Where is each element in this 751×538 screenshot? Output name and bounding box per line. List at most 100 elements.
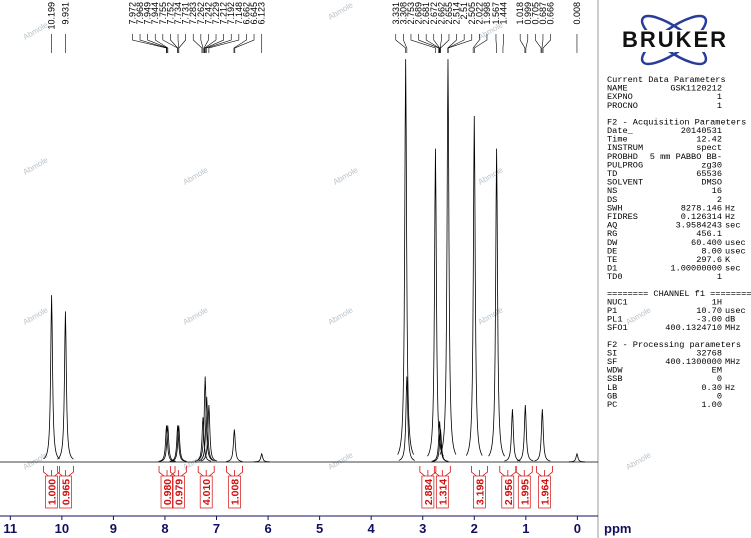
peak [253, 452, 270, 463]
param-unit: Hz [725, 203, 735, 213]
x-tick-label: 6 [264, 521, 271, 536]
integral-label: 0.979 [173, 479, 185, 505]
peak [488, 148, 505, 457]
peak-label-leader [541, 34, 544, 53]
peak-label: 7.192 [226, 2, 236, 25]
param-value: 0.126314 [681, 212, 722, 222]
param-name: DW [607, 238, 618, 248]
param-unit: Hz [725, 212, 735, 222]
peak-label-leader [204, 34, 217, 53]
peak [226, 429, 243, 462]
param-name: DS [607, 195, 617, 205]
peak-label-leader [192, 34, 203, 53]
param-name: SSB [607, 374, 622, 384]
peak-label-leader [525, 34, 529, 53]
x-tick-label: 7 [213, 521, 220, 536]
param-name: PROBHD [607, 152, 638, 162]
watermark: Abmole [625, 305, 653, 327]
section-title: F2 - Processing parameters [607, 340, 741, 350]
peak [200, 404, 217, 462]
watermark: Abmole [327, 0, 355, 22]
param-value: GSK1120212 [670, 84, 722, 94]
param-unit: MHz [725, 323, 740, 333]
integral-label: 1.008 [230, 479, 242, 505]
peak-label: 2.655 [444, 2, 454, 25]
param-value: 1.00000000 [670, 264, 722, 274]
peak-label: 7.229 [211, 2, 221, 25]
integral-label: 2.956 [503, 479, 515, 505]
peak [504, 409, 521, 462]
param-value: 456.1 [696, 229, 722, 239]
integral-box [538, 475, 551, 509]
peak [57, 311, 74, 460]
integral-bracket [43, 466, 60, 477]
peak [43, 295, 60, 460]
param-unit: sec [725, 221, 740, 231]
peak-label: 7.734 [173, 2, 183, 25]
x-tick-label: 5 [316, 521, 323, 536]
peak-label-leader [139, 34, 167, 53]
watermark: Abmole [22, 155, 50, 177]
param-unit: usec [725, 238, 746, 248]
peak-label: 0.999 [523, 2, 533, 25]
param-name: TD0 [607, 272, 622, 282]
param-name: SOLVENT [607, 178, 643, 188]
peak-label: 7.755 [158, 2, 168, 25]
param-value: EM [712, 366, 722, 376]
x-tick-label: 3 [419, 521, 426, 536]
section-title: Current Data Parameters [607, 75, 726, 85]
peak-label-leader [208, 34, 240, 53]
integral-box [517, 475, 531, 509]
peak-label-leader [200, 34, 204, 53]
param-unit: usec [725, 306, 746, 316]
peak-label: 10.199 [47, 2, 57, 30]
integral-box [59, 475, 72, 509]
param-name: INSTRUM [607, 143, 643, 153]
x-tick-label: 2 [471, 521, 478, 536]
peak-label-leader [439, 34, 442, 53]
peak-label-leader [495, 34, 497, 53]
peak-label-leader [410, 34, 436, 53]
param-unit: usec [725, 246, 746, 256]
peak-label: 7.944 [150, 2, 160, 25]
param-unit: K [725, 255, 731, 265]
param-value: 5 mm PABBO BB- [650, 152, 722, 162]
peak [432, 429, 449, 462]
peak [427, 148, 444, 457]
peak-label: 7.968 [135, 2, 145, 25]
param-name: TE [607, 255, 617, 265]
param-name: P1 [607, 306, 617, 316]
bruker-logo: BRUKER [604, 14, 746, 66]
peak-label-leader [542, 34, 551, 53]
param-value: 10.70 [696, 306, 722, 316]
peak-label-leader [403, 34, 408, 53]
param-unit: sec [725, 264, 740, 274]
peak-label-leader [472, 34, 480, 53]
x-tick-label: 9 [110, 521, 117, 536]
peak-label-leader [519, 34, 526, 53]
param-name: LB [607, 383, 617, 393]
param-value: zg30 [701, 160, 722, 170]
peak-label-leader [535, 34, 542, 53]
param-value: -3.00 [696, 315, 722, 325]
peak-label: 2.753 [406, 2, 416, 25]
integral-bracket [471, 466, 488, 477]
peak-label: 2.51 [459, 2, 469, 20]
integral-box [473, 475, 486, 509]
integral-label: 0.965 [60, 479, 72, 505]
param-value: 8278.146 [681, 203, 722, 213]
peak-label: 2.681 [421, 2, 431, 25]
peak-label: 7.752 [165, 2, 175, 25]
integral-box [172, 475, 185, 509]
peak-label: 1.018 [515, 2, 525, 25]
watermark: Abmole [327, 450, 355, 472]
peak-label-leader [132, 34, 167, 53]
peak [198, 396, 215, 462]
param-value: DMSO [701, 178, 722, 188]
integral-label: 1.964 [539, 479, 551, 505]
peak-label-leader [178, 34, 186, 53]
peak-label: 6.662 [241, 2, 251, 25]
integral-box [199, 475, 213, 509]
peak-label: 2.514 [452, 2, 462, 25]
